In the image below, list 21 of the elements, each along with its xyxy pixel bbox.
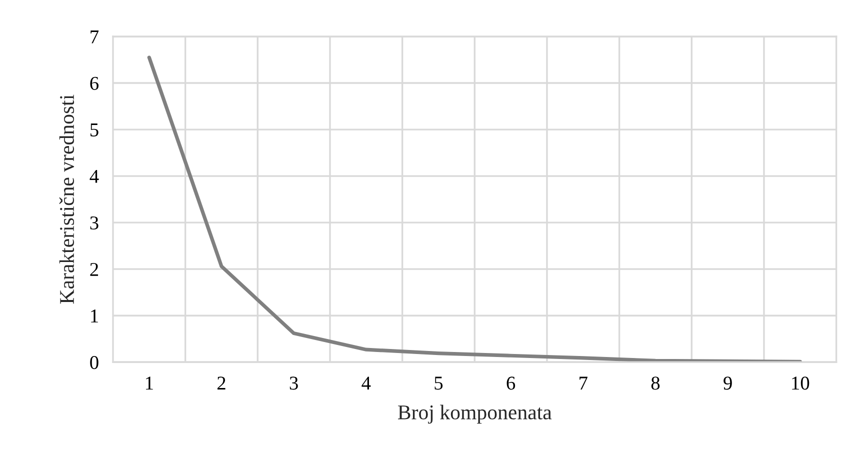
- y-tick-label: 0: [90, 356, 98, 370]
- y-tick-label: 5: [90, 124, 98, 136]
- y-tick-label: 4: [90, 170, 99, 183]
- x-tick-label: 9: [724, 376, 732, 390]
- x-tick-label: 10: [792, 376, 810, 390]
- y-tick-label: 1: [91, 310, 98, 322]
- y-tick-label: 7: [90, 30, 99, 44]
- x-tick-label: 8: [651, 376, 660, 390]
- line-series: [147, 56, 802, 362]
- x-tick-label: 1: [146, 376, 153, 390]
- x-tick-label: 2: [217, 376, 226, 390]
- x-tick-label: 5: [434, 376, 443, 390]
- x-tick-label: 3: [290, 376, 298, 390]
- x-tick-label: 6: [506, 376, 516, 390]
- x-tick-label: 7: [580, 376, 588, 390]
- y-tick-label: 3: [90, 216, 98, 230]
- x-axis-title: Broj komponenata: [398, 404, 552, 424]
- y-axis-title: Karakteristične vrednosti: [59, 94, 74, 304]
- y-tick-label: 2: [90, 262, 98, 276]
- x-tick-label: 4: [362, 376, 371, 390]
- y-tick-label: 6: [90, 76, 99, 90]
